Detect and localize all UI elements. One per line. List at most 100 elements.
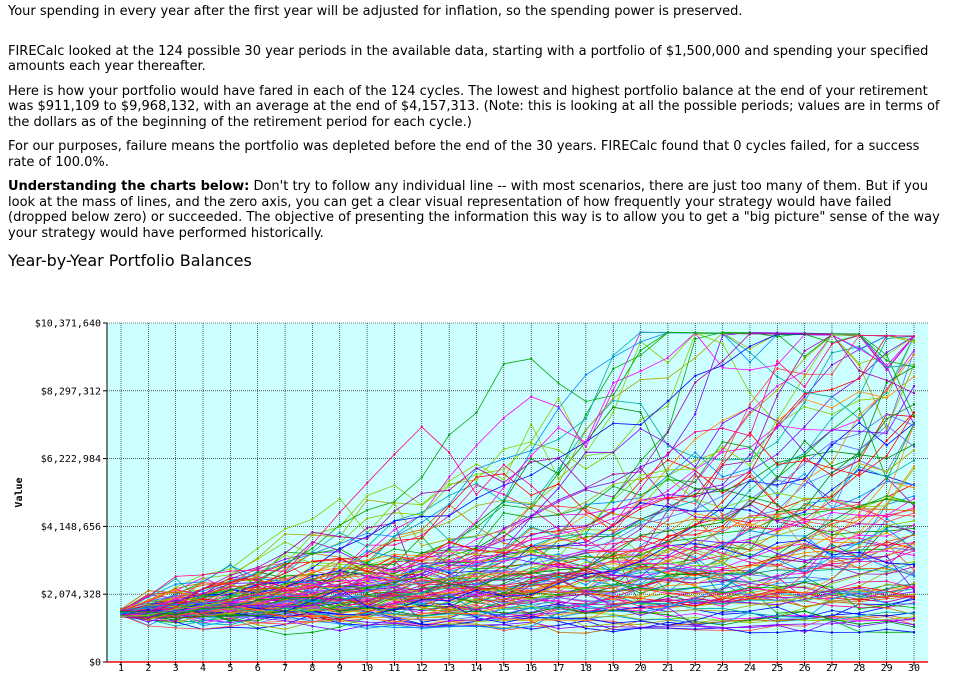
data-point — [448, 503, 451, 506]
data-point — [338, 542, 341, 545]
data-point — [448, 505, 451, 508]
data-point — [639, 552, 642, 555]
data-point — [803, 573, 806, 576]
data-point — [202, 607, 205, 610]
data-point — [803, 483, 806, 486]
data-point — [612, 553, 615, 556]
data-point — [366, 608, 369, 611]
data-point — [557, 482, 560, 485]
data-point — [803, 596, 806, 599]
data-point — [803, 392, 806, 395]
data-point — [448, 483, 451, 486]
data-point — [366, 600, 369, 603]
data-point — [666, 489, 669, 492]
data-point — [502, 578, 505, 581]
data-point — [147, 589, 150, 592]
data-point — [694, 628, 697, 631]
data-point — [557, 589, 560, 592]
data-point — [694, 356, 697, 359]
data-point — [666, 430, 669, 433]
data-point — [612, 512, 615, 515]
data-point — [639, 534, 642, 537]
data-point — [721, 463, 724, 466]
data-point — [803, 472, 806, 475]
data-point — [913, 570, 915, 573]
data-point — [393, 610, 396, 613]
data-point — [420, 618, 423, 621]
data-point — [858, 465, 861, 468]
data-point — [338, 586, 341, 589]
data-point — [639, 496, 642, 499]
data-point — [612, 622, 615, 625]
data-point — [721, 629, 724, 632]
data-point — [229, 625, 232, 628]
data-point — [557, 477, 560, 480]
data-point — [721, 573, 724, 576]
data-point — [666, 540, 669, 543]
data-point — [666, 626, 669, 629]
data-point — [639, 582, 642, 585]
data-point — [776, 531, 779, 534]
data-point — [694, 601, 697, 604]
data-point — [584, 418, 587, 421]
data-point — [885, 603, 888, 606]
series-line — [120, 554, 915, 624]
data-point — [584, 606, 587, 609]
data-point — [612, 615, 615, 618]
data-point — [885, 606, 888, 609]
data-point — [612, 598, 615, 601]
data-point — [830, 511, 833, 514]
data-point — [748, 617, 751, 620]
data-point — [694, 602, 697, 605]
data-point — [748, 509, 751, 512]
data-point — [748, 561, 751, 564]
data-point — [858, 369, 861, 372]
data-point — [748, 610, 751, 613]
data-point — [913, 542, 915, 545]
data-point — [256, 581, 259, 584]
data-point — [393, 570, 396, 573]
data-point — [858, 588, 861, 591]
data-point — [557, 578, 560, 581]
data-point — [858, 568, 861, 571]
data-point — [913, 502, 915, 505]
data-point — [530, 566, 533, 569]
data-point — [502, 598, 505, 601]
data-point — [830, 620, 833, 623]
data-point — [776, 479, 779, 482]
data-point — [721, 611, 724, 614]
data-point — [584, 513, 587, 516]
data-point — [885, 508, 888, 511]
data-point — [858, 544, 861, 547]
data-point — [666, 610, 669, 613]
data-point — [858, 506, 861, 509]
data-point — [311, 566, 314, 569]
data-point — [830, 526, 833, 529]
data-point — [284, 582, 287, 585]
data-point — [530, 617, 533, 620]
data-point — [584, 503, 587, 506]
data-point — [202, 584, 205, 587]
data-point — [393, 528, 396, 531]
data-point — [229, 604, 232, 607]
data-point — [858, 623, 861, 626]
data-point — [475, 551, 478, 554]
data-point — [584, 627, 587, 630]
data-point — [830, 472, 833, 475]
data-point — [694, 499, 697, 502]
data-point — [420, 544, 423, 547]
data-point — [420, 623, 423, 626]
data-point — [311, 587, 314, 590]
data-point — [830, 594, 833, 597]
data-point — [803, 355, 806, 358]
data-point — [885, 527, 888, 530]
data-point — [666, 451, 669, 454]
data-point — [311, 543, 314, 546]
series-cycle-122 — [120, 333, 915, 618]
y-tick-labels: $0$2,074,328$4,148,656$6,222,984$8,297,3… — [35, 319, 107, 669]
data-point — [530, 607, 533, 610]
data-point — [666, 597, 669, 600]
data-point — [420, 570, 423, 573]
data-point — [858, 631, 861, 634]
data-point — [776, 465, 779, 468]
